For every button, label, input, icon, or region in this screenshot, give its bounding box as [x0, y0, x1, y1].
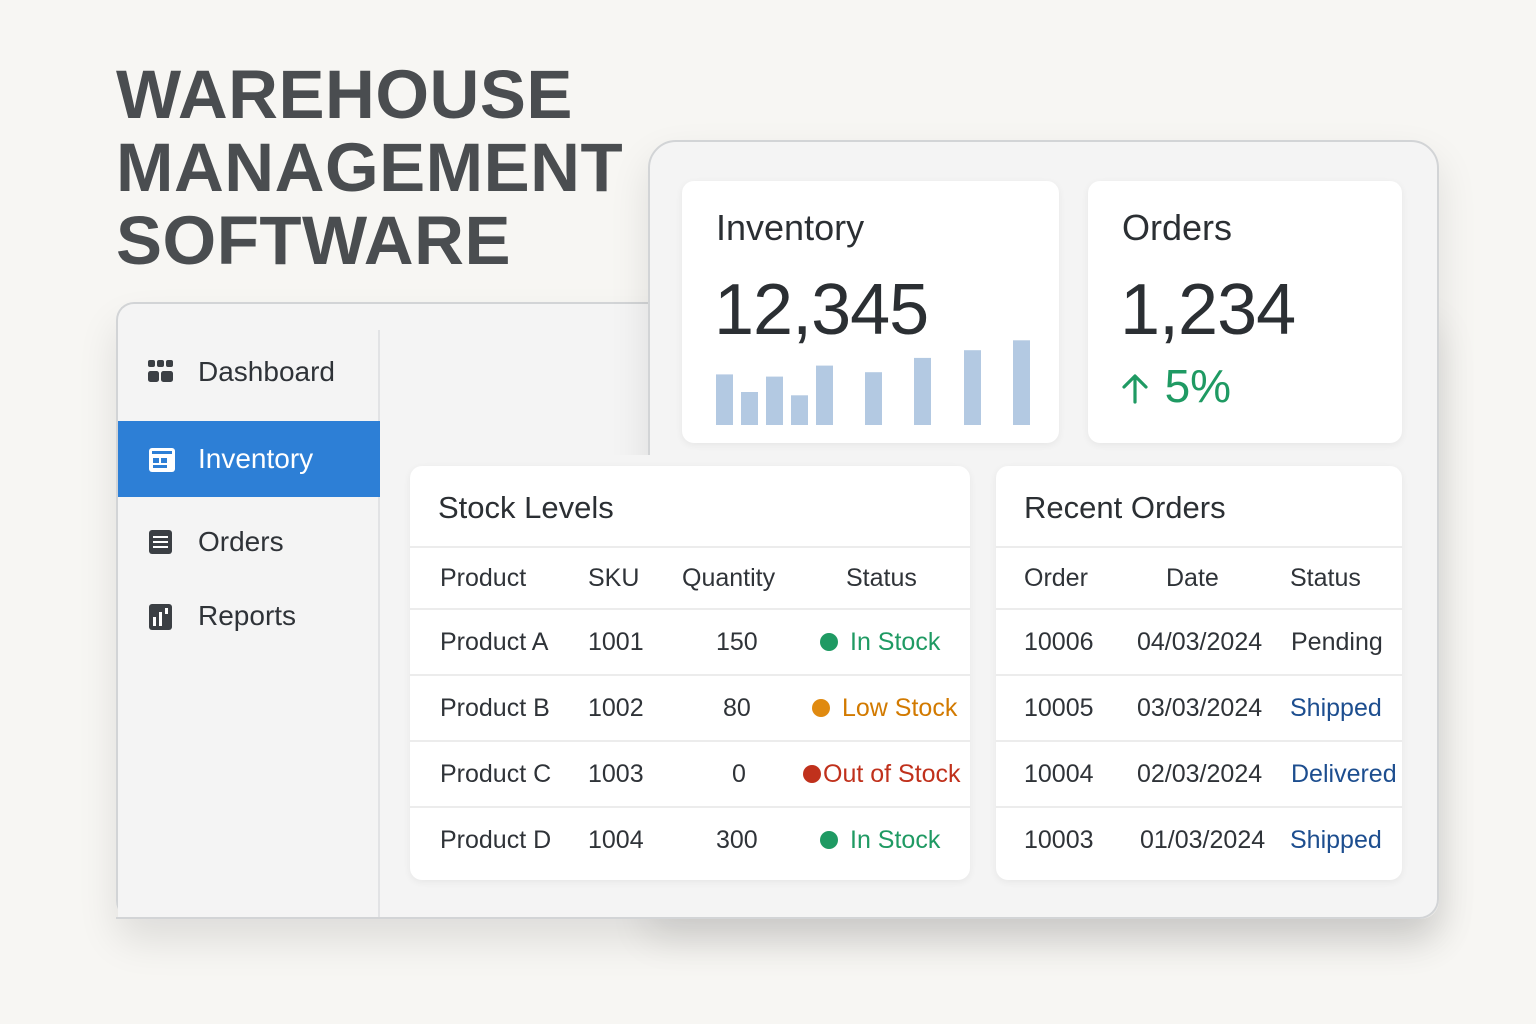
order-status-cell: Shipped	[1290, 825, 1382, 854]
sku-cell: 1004	[588, 825, 644, 854]
table-row[interactable]: Product A 1001 150 In Stock	[410, 608, 970, 674]
sku-cell: 1001	[588, 627, 644, 656]
sidebar-item-label: Reports	[198, 600, 297, 631]
sku-cell: 1002	[588, 693, 644, 722]
stock-table: Product SKU Quantity Status Product A 10…	[410, 546, 970, 872]
chart-bar	[1013, 340, 1030, 425]
chart-bar	[964, 350, 981, 425]
chart-bar	[914, 357, 931, 425]
table-row[interactable]: Product D 1004 300 In Stock	[410, 806, 970, 872]
sidebar-item-dashboard[interactable]: Dashboard	[118, 334, 380, 410]
product-cell: Product C	[440, 759, 552, 788]
status-badge: In Stock	[820, 808, 940, 872]
status-text: Low Stock	[842, 693, 958, 722]
table-row[interactable]: 10006 04/03/2024 Pending	[996, 608, 1402, 674]
table-row[interactable]: 10005 03/03/2024 Shipped	[996, 674, 1402, 740]
chart-bar	[766, 376, 783, 425]
table-row[interactable]: Product C 1003 0 Out of Stock	[410, 740, 970, 806]
panel-title: Stock Levels	[438, 490, 614, 525]
table-row[interactable]: Product B 1002 80 Low Stock	[410, 674, 970, 740]
column-header[interactable]: Date	[1166, 563, 1219, 592]
status-badge: In Stock	[820, 610, 940, 674]
order-number-cell: 10005	[1024, 693, 1094, 722]
panel-title: Recent Orders	[1024, 490, 1226, 525]
column-header[interactable]: Status	[846, 563, 917, 592]
column-header[interactable]: Status	[1290, 563, 1361, 592]
orders-count: 1,234	[1120, 270, 1296, 350]
column-header[interactable]: SKU	[588, 563, 640, 592]
sidebar: Dashboard Inventory Orders	[118, 330, 380, 917]
orders-table: Order Date Status 10006 04/03/2024 Pendi…	[996, 546, 1402, 872]
table-header: Product SKU Quantity Status	[410, 546, 970, 608]
quantity-cell: 150	[716, 627, 758, 656]
recent-orders-panel: Recent Orders Order Date Status 10006 04…	[996, 466, 1402, 880]
sidebar-item-label: Inventory	[198, 443, 314, 474]
app-window-bottom-border	[116, 917, 656, 919]
sidebar-item-label: Orders	[198, 526, 284, 557]
orders-trend-value: 5%	[1164, 360, 1232, 412]
grid-icon	[148, 359, 174, 385]
title-line-1: WAREHOUSE	[116, 56, 573, 133]
table-row[interactable]: 10003 01/03/2024 Shipped	[996, 806, 1402, 872]
product-cell: Product A	[440, 627, 549, 656]
page-title: WAREHOUSE MANAGEMENT SOFTWARE	[116, 58, 623, 277]
column-header[interactable]: Quantity	[682, 563, 776, 592]
order-number-cell: 10003	[1024, 825, 1094, 854]
orders-card-label: Orders	[1122, 207, 1233, 248]
sidebar-item-reports[interactable]: Reports	[118, 578, 380, 654]
status-badge: Low Stock	[812, 676, 957, 740]
sku-cell: 1003	[588, 759, 644, 788]
status-dot-icon	[820, 633, 838, 651]
product-cell: Product D	[440, 825, 552, 854]
status-text: Out of Stock	[823, 759, 961, 788]
table-row[interactable]: 10004 02/03/2024 Delivered	[996, 740, 1402, 806]
product-cell: Product B	[440, 693, 550, 722]
inventory-icon	[148, 446, 175, 472]
order-date-cell: 04/03/2024	[1137, 627, 1263, 656]
column-header[interactable]: Product	[440, 563, 527, 592]
chart-bar	[791, 395, 808, 425]
order-date-cell: 03/03/2024	[1137, 693, 1263, 722]
order-number-cell: 10006	[1024, 627, 1094, 656]
chart-bar	[716, 374, 733, 425]
status-badge: Out of Stock	[803, 742, 961, 806]
orders-card[interactable]: Orders 1,234 5%	[1088, 181, 1402, 443]
chart-bar	[816, 365, 833, 425]
table-header: Order Date Status	[996, 546, 1402, 608]
status-dot-icon	[820, 831, 838, 849]
quantity-cell: 80	[723, 693, 751, 722]
inventory-card[interactable]: Inventory 12,345	[682, 181, 1059, 443]
chart-bar	[865, 372, 882, 425]
order-status-cell: Shipped	[1290, 693, 1382, 722]
order-status-cell: Delivered	[1291, 759, 1397, 788]
sidebar-item-orders[interactable]: Orders	[118, 504, 380, 580]
list-icon	[148, 529, 174, 555]
arrow-up-icon	[1120, 369, 1161, 411]
status-dot-icon	[812, 699, 830, 717]
stock-levels-panel: Stock Levels Product SKU Quantity Status…	[410, 466, 970, 880]
status-text: In Stock	[850, 825, 941, 854]
orders-trend: 5%	[1120, 359, 1231, 413]
column-header[interactable]: Order	[1024, 563, 1088, 592]
order-date-cell: 02/03/2024	[1137, 759, 1263, 788]
title-line-3: SOFTWARE	[116, 202, 511, 279]
order-status-cell: Pending	[1291, 627, 1383, 656]
quantity-cell: 300	[716, 825, 758, 854]
sidebar-item-inventory[interactable]: Inventory	[118, 421, 380, 497]
sidebar-item-label: Dashboard	[198, 356, 335, 387]
status-dot-icon	[803, 765, 821, 783]
status-text: In Stock	[850, 627, 941, 656]
reports-icon	[148, 603, 174, 630]
order-date-cell: 01/03/2024	[1140, 825, 1266, 854]
quantity-cell: 0	[732, 759, 746, 788]
title-line-2: MANAGEMENT	[116, 129, 624, 206]
inventory-count: 12,345	[714, 270, 929, 350]
inventory-card-label: Inventory	[716, 207, 865, 248]
order-number-cell: 10004	[1024, 759, 1094, 788]
chart-bar	[741, 392, 758, 425]
inventory-bar-chart	[716, 340, 1030, 425]
